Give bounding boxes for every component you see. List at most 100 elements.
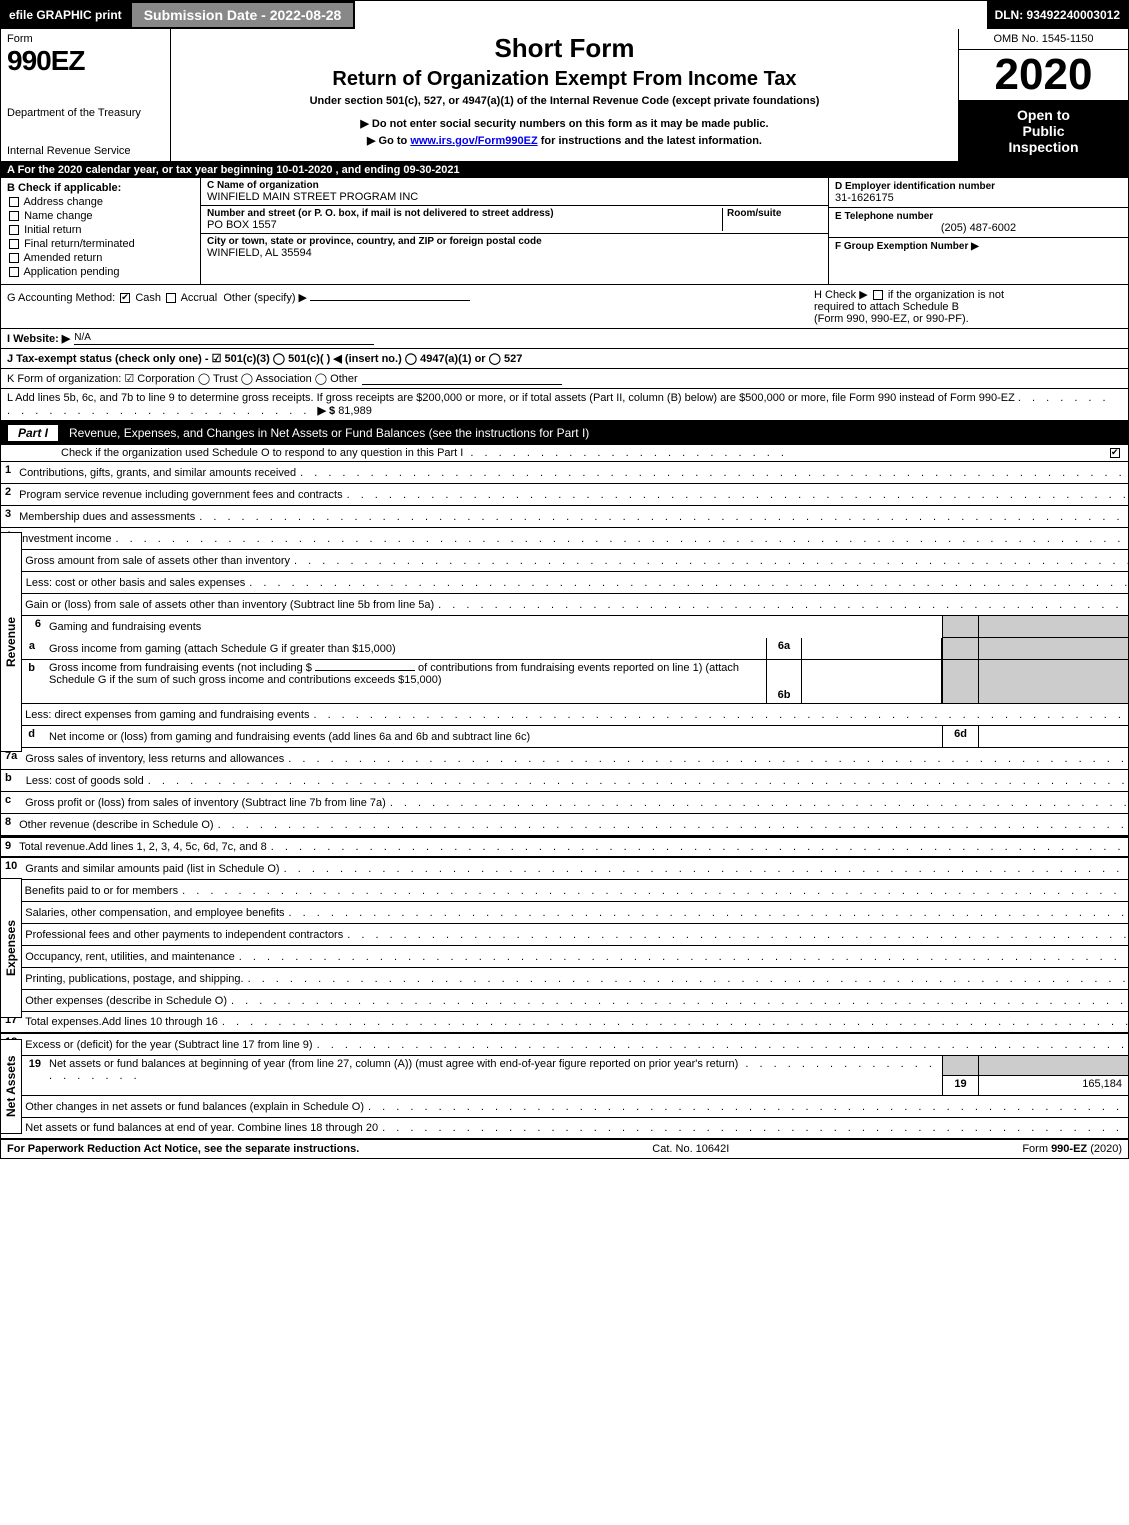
l-arrow: ▶ $ [317, 405, 335, 417]
line-5a: 5a Gross amount from sale of assets othe… [1, 550, 1128, 572]
irs-link[interactable]: www.irs.gov/Form990EZ [410, 135, 537, 147]
chk-application-pending[interactable]: Application pending [7, 266, 194, 278]
line-6c: c Less: direct expenses from gaming and … [1, 704, 1128, 726]
tax-year: 2020 [959, 50, 1128, 101]
line-6d-value [978, 726, 1128, 747]
form-number: 990EZ [7, 45, 164, 77]
chk-name-change[interactable]: Name change [7, 210, 194, 222]
side-tab-revenue: Revenue [0, 532, 22, 752]
open-line3: Inspection [963, 139, 1124, 155]
line-7c: c Gross profit or (loss) from sales of i… [1, 792, 1128, 814]
addr-label: Number and street (or P. O. box, if mail… [207, 208, 722, 219]
city-cell: City or town, state or province, country… [201, 234, 828, 261]
phone-value: (205) 487-6002 [835, 222, 1122, 234]
addr-value: PO BOX 1557 [207, 219, 722, 231]
g-label: G Accounting Method: [7, 292, 115, 304]
line-5c: c Gain or (loss) from sale of assets oth… [1, 594, 1128, 616]
org-name: WINFIELD MAIN STREET PROGRAM INC [207, 191, 822, 203]
line-8: 8 Other revenue (describe in Schedule O)… [1, 814, 1128, 836]
chk-accrual[interactable] [166, 293, 176, 303]
l-text: L Add lines 5b, 6c, and 7b to line 9 to … [7, 392, 1015, 404]
chk-h[interactable] [873, 290, 883, 300]
line-13: 13 Professional fees and other payments … [1, 924, 1128, 946]
part-i-title: Revenue, Expenses, and Changes in Net As… [69, 426, 589, 440]
row-g-h: G Accounting Method: Cash Accrual Other … [1, 285, 1128, 329]
lines-expenses: Expenses 10 Grants and similar amounts p… [1, 858, 1128, 1034]
goto-post: for instructions and the latest informat… [538, 135, 762, 147]
lines-netassets: Net Assets 18 Excess or (deficit) for th… [1, 1034, 1128, 1140]
line-6: 6 Gaming and fundraising events [1, 616, 1128, 638]
form-word: Form [7, 33, 164, 45]
line-16: 16 Other expenses (describe in Schedule … [1, 990, 1128, 1012]
chk-schedule-o[interactable] [1110, 448, 1120, 458]
line-7a: 7a Gross sales of inventory, less return… [1, 748, 1128, 770]
under-section: Under section 501(c), 527, or 4947(a)(1)… [177, 95, 952, 107]
line-14: 14 Occupancy, rent, utilities, and maint… [1, 946, 1128, 968]
topbar-spacer [355, 1, 986, 29]
city-label: City or town, state or province, country… [207, 236, 822, 247]
box-b-title: B Check if applicable: [7, 182, 194, 194]
addr-cell: Number and street (or P. O. box, if mail… [201, 206, 828, 234]
city-value: WINFIELD, AL 35594 [207, 247, 822, 259]
dept-treasury: Department of the Treasury [7, 107, 164, 119]
box-d-e-f: D Employer identification number 31-1626… [828, 178, 1128, 284]
line-18: 18 Excess or (deficit) for the year (Sub… [1, 1034, 1128, 1056]
k-other-line[interactable] [362, 372, 562, 385]
phone-label: E Telephone number [835, 211, 1122, 222]
side-tab-netassets: Net Assets [0, 1039, 22, 1134]
part-i-sub: Check if the organization used Schedule … [1, 445, 1128, 462]
chk-final-return[interactable]: Final return/terminated [7, 238, 194, 250]
row-i: I Website: ▶ N/A [1, 329, 1128, 349]
box-d: D Employer identification number 31-1626… [829, 178, 1128, 208]
ein-value: 31-1626175 [835, 192, 1122, 204]
open-to-public: Open to Public Inspection [959, 101, 1128, 161]
top-bar: efile GRAPHIC print Submission Date - 20… [1, 1, 1128, 29]
side-tab-expenses: Expenses [0, 878, 22, 1018]
form-header: Form 990EZ Department of the Treasury In… [1, 29, 1128, 162]
header-left: Form 990EZ Department of the Treasury In… [1, 29, 171, 161]
line-17: 17 Total expenses. Add lines 10 through … [1, 1012, 1128, 1034]
return-title: Return of Organization Exempt From Incom… [177, 68, 952, 91]
k-text: K Form of organization: ☑ Corporation ◯ … [7, 372, 358, 385]
line-5b: b Less: cost or other basis and sales ex… [1, 572, 1128, 594]
efile-label[interactable]: efile GRAPHIC print [1, 1, 130, 29]
row-l: L Add lines 5b, 6c, and 7b to line 9 to … [1, 389, 1128, 421]
dln-label: DLN: 93492240003012 [987, 1, 1128, 29]
row-j: J Tax-exempt status (check only one) - ☑… [1, 349, 1128, 369]
form-990ez-page: efile GRAPHIC print Submission Date - 20… [0, 0, 1129, 1159]
section-b-to-f: B Check if applicable: Address change Na… [1, 178, 1128, 285]
submission-date: Submission Date - 2022-08-28 [130, 1, 356, 29]
chk-initial-return[interactable]: Initial return [7, 224, 194, 236]
j-text: J Tax-exempt status (check only one) - ☑… [7, 352, 522, 365]
room-label: Room/suite [727, 208, 822, 219]
part-i-tag: Part I [7, 424, 59, 442]
l-value: 81,989 [338, 405, 372, 417]
row-k: K Form of organization: ☑ Corporation ◯ … [1, 369, 1128, 389]
line-6b-contrib[interactable] [315, 670, 415, 671]
chk-cash[interactable] [120, 293, 130, 303]
org-name-label: C Name of organization [207, 180, 822, 191]
bullet-no-ssn: ▶ Do not enter social security numbers o… [177, 117, 952, 130]
short-form-title: Short Form [177, 33, 952, 64]
part-i-sub-text: Check if the organization used Schedule … [61, 447, 788, 459]
other-specify-line[interactable] [310, 300, 470, 301]
chk-address-change[interactable]: Address change [7, 196, 194, 208]
footer-left: For Paperwork Reduction Act Notice, see … [7, 1143, 359, 1155]
line-15: 15 Printing, publications, postage, and … [1, 968, 1128, 990]
line-7b: b Less: cost of goods sold 7b [1, 770, 1128, 792]
lines-revenue: Revenue 1 Contributions, gifts, grants, … [1, 462, 1128, 858]
box-c: C Name of organization WINFIELD MAIN STR… [201, 178, 828, 284]
group-exemption-label: F Group Exemption Number ▶ [835, 241, 1122, 252]
line-21: 21 Net assets or fund balances at end of… [1, 1118, 1128, 1140]
line-19: 19 Net assets or fund balances at beginn… [1, 1056, 1128, 1096]
line-6d: d Net income or (loss) from gaming and f… [1, 726, 1128, 748]
row-a-tax-year: A For the 2020 calendar year, or tax yea… [1, 162, 1128, 178]
dept-irs: Internal Revenue Service [7, 145, 164, 157]
line-2: 2 Program service revenue including gove… [1, 484, 1128, 506]
line-3: 3 Membership dues and assessments 3 [1, 506, 1128, 528]
open-line2: Public [963, 123, 1124, 139]
footer-center: Cat. No. 10642I [652, 1143, 729, 1155]
chk-amended-return[interactable]: Amended return [7, 252, 194, 264]
line-10: 10 Grants and similar amounts paid (list… [1, 858, 1128, 880]
line-6b-value [802, 660, 942, 703]
